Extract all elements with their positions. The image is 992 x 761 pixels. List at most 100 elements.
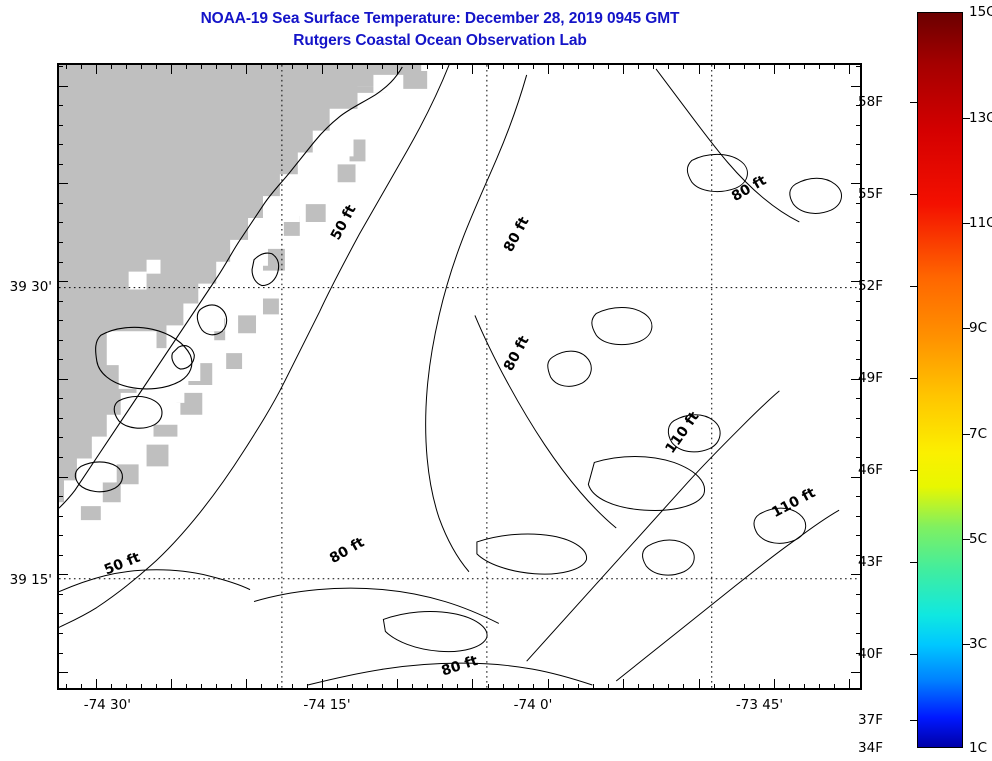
axis-tick bbox=[57, 418, 63, 419]
colorbar-label-fahrenheit: 55F bbox=[858, 186, 883, 203]
colorbar-tick bbox=[910, 654, 917, 656]
axis-tick bbox=[397, 63, 398, 74]
axis-tick bbox=[216, 63, 217, 69]
colorbar-label-fahrenheit: 34F bbox=[858, 740, 883, 756]
x-axis-tick-label: -74 30' bbox=[83, 697, 131, 713]
axis-tick bbox=[186, 63, 187, 69]
axis-tick bbox=[472, 63, 473, 74]
axis-tick bbox=[96, 679, 97, 690]
axis-tick bbox=[623, 679, 624, 690]
axis-tick bbox=[668, 684, 669, 690]
axis-tick bbox=[653, 63, 654, 69]
axis-tick bbox=[856, 105, 862, 106]
axis-tick bbox=[156, 63, 157, 69]
axis-tick bbox=[856, 164, 862, 165]
axis-tick bbox=[851, 86, 862, 87]
axis-tick bbox=[427, 684, 428, 690]
axis-tick bbox=[548, 679, 549, 690]
axis-tick bbox=[277, 684, 278, 690]
axis-tick bbox=[126, 684, 127, 690]
axis-tick bbox=[819, 63, 820, 69]
axis-tick bbox=[292, 63, 293, 69]
axis-tick bbox=[337, 684, 338, 690]
axis-tick bbox=[246, 679, 247, 690]
axis-tick bbox=[382, 63, 383, 69]
axis-tick bbox=[57, 437, 63, 438]
axis-tick bbox=[653, 684, 654, 690]
axis-tick bbox=[57, 555, 63, 556]
colorbar-tick bbox=[963, 223, 970, 225]
axis-tick bbox=[186, 684, 187, 690]
axis-tick bbox=[668, 63, 669, 69]
axis-tick bbox=[533, 684, 534, 690]
axis-tick bbox=[759, 684, 760, 690]
map-plot-area[interactable] bbox=[57, 63, 862, 690]
axis-tick bbox=[851, 379, 862, 380]
axis-tick bbox=[457, 63, 458, 69]
axis-tick bbox=[608, 684, 609, 690]
axis-tick bbox=[81, 63, 82, 69]
axis-tick bbox=[57, 457, 63, 458]
colorbar-label-fahrenheit: 43F bbox=[858, 554, 883, 571]
axis-tick bbox=[307, 684, 308, 690]
axis-tick bbox=[111, 63, 112, 69]
axis-tick bbox=[856, 496, 862, 497]
axis-tick bbox=[856, 144, 862, 145]
axis-tick bbox=[66, 63, 67, 69]
axis-tick bbox=[856, 301, 862, 302]
axis-tick bbox=[57, 125, 63, 126]
axis-tick bbox=[322, 679, 323, 690]
axis-tick bbox=[834, 684, 835, 690]
axis-tick bbox=[856, 320, 862, 321]
axis-tick bbox=[488, 684, 489, 690]
axis-tick bbox=[111, 684, 112, 690]
axis-tick bbox=[261, 63, 262, 69]
axis-tick bbox=[729, 63, 730, 69]
sst-map-canvas bbox=[59, 65, 860, 688]
axis-tick bbox=[126, 63, 127, 69]
colorbar-label-fahrenheit: 58F bbox=[858, 94, 883, 111]
axis-tick bbox=[277, 63, 278, 69]
axis-tick bbox=[412, 684, 413, 690]
axis-tick bbox=[57, 203, 63, 204]
x-axis-tick-label: -74 15' bbox=[303, 697, 351, 713]
axis-tick bbox=[856, 633, 862, 634]
colorbar[interactable]: 58F 55F 52F 49F 46F 43F 40F 37F 34F 15C 13C 11C 9C 7C… bbox=[858, 4, 992, 756]
x-axis-tick-label: -74 0' bbox=[513, 697, 553, 713]
axis-tick bbox=[57, 379, 68, 380]
axis-tick bbox=[472, 679, 473, 690]
axis-tick bbox=[608, 63, 609, 69]
axis-tick bbox=[322, 63, 323, 74]
axis-tick bbox=[57, 183, 68, 184]
axis-tick bbox=[699, 63, 700, 74]
axis-tick bbox=[57, 66, 63, 67]
axis-tick bbox=[638, 63, 639, 69]
axis-tick bbox=[57, 242, 63, 243]
axis-tick bbox=[201, 684, 202, 690]
axis-tick bbox=[488, 63, 489, 69]
axis-tick bbox=[171, 63, 172, 74]
axis-tick bbox=[57, 320, 63, 321]
chart-title-block: NOAA-19 Sea Surface Temperature: Decembe… bbox=[0, 8, 880, 52]
colorbar-tick bbox=[910, 378, 917, 380]
axis-tick bbox=[57, 105, 63, 106]
colorbar-tick bbox=[963, 328, 970, 330]
axis-tick bbox=[57, 477, 68, 478]
axis-tick bbox=[57, 144, 63, 145]
axis-tick bbox=[382, 684, 383, 690]
axis-tick bbox=[851, 183, 862, 184]
axis-tick bbox=[57, 496, 63, 497]
axis-tick bbox=[57, 653, 63, 654]
axis-tick bbox=[231, 684, 232, 690]
axis-tick bbox=[856, 398, 862, 399]
axis-tick bbox=[57, 398, 63, 399]
axis-tick bbox=[856, 418, 862, 419]
axis-tick bbox=[774, 679, 775, 690]
axis-tick bbox=[819, 684, 820, 690]
axis-tick bbox=[66, 684, 67, 690]
axis-tick bbox=[57, 633, 63, 634]
axis-tick bbox=[699, 679, 700, 690]
axis-tick bbox=[563, 63, 564, 69]
colorbar-tick bbox=[910, 562, 917, 564]
colorbar-label-celsius: 15C bbox=[969, 4, 992, 20]
